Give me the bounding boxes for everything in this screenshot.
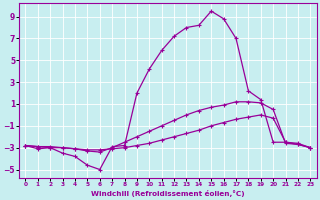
X-axis label: Windchill (Refroidissement éolien,°C): Windchill (Refroidissement éolien,°C)	[91, 190, 245, 197]
